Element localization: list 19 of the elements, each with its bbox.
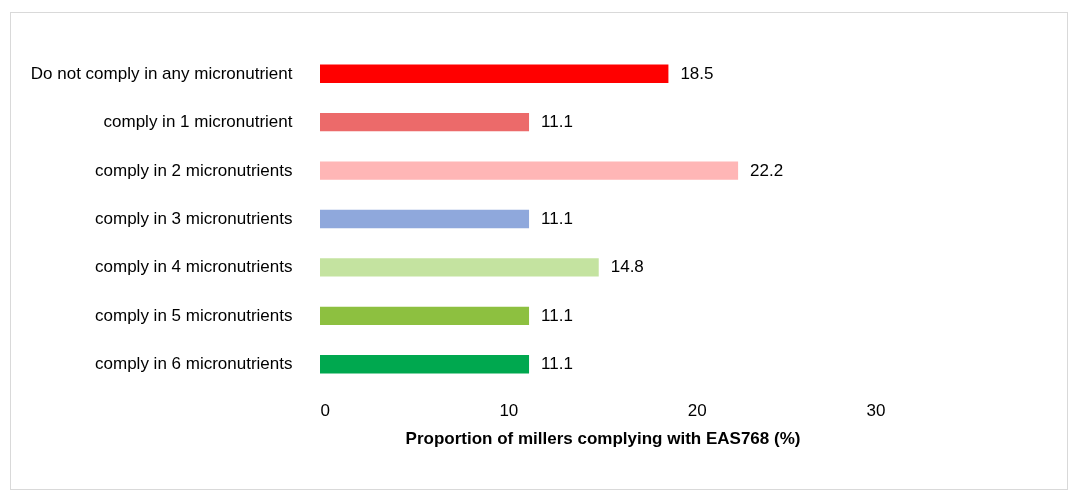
x-tick-label: 0 bbox=[320, 400, 330, 420]
y-tick-label: comply in 1 micronutrient bbox=[103, 112, 293, 132]
y-tick-label: comply in 4 micronutrients bbox=[95, 257, 293, 277]
data-label: 18.5 bbox=[680, 63, 714, 83]
y-tick-label: comply in 5 micronutrients bbox=[95, 305, 293, 325]
data-label: 22.2 bbox=[750, 160, 784, 180]
x-tick-label: 20 bbox=[687, 400, 707, 420]
y-tick-label: comply in 6 micronutrients bbox=[95, 354, 293, 374]
data-label: 14.8 bbox=[610, 257, 644, 277]
data-label: 11.1 bbox=[541, 305, 573, 325]
x-tick-label: 30 bbox=[866, 400, 886, 420]
data-label: 11.1 bbox=[541, 354, 573, 374]
data-label: 11.1 bbox=[541, 209, 573, 228]
data-label: 11.1 bbox=[541, 112, 573, 132]
y-tick-label: comply in 2 micronutrients bbox=[95, 160, 293, 180]
x-tick-label: 10 bbox=[499, 400, 519, 420]
y-tick-label: Do not comply in any micronutrient bbox=[30, 63, 293, 83]
x-axis-title: Proportion of millers complying with EAS768 (%) bbox=[405, 428, 801, 448]
y-tick-label: comply in 3 micronutrients bbox=[95, 209, 293, 228]
